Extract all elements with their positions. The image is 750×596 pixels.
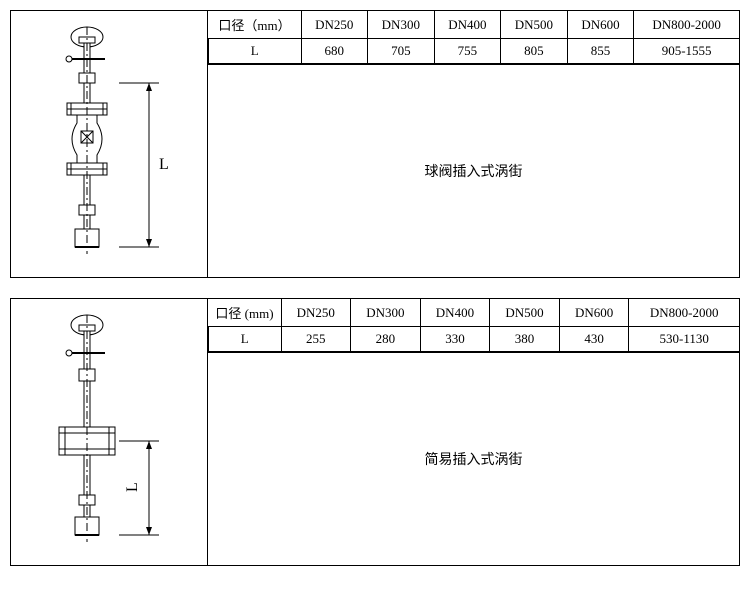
- diagram-cell-2: L: [11, 299, 208, 565]
- table-header-row: 口径 (mm) DN250 DN300 DN400 DN500 DN600 DN…: [209, 299, 740, 327]
- col-cell: DN800-2000: [634, 11, 739, 39]
- right-cell-1: 口径（mm） DN250 DN300 DN400 DN500 DN600 DN8…: [208, 11, 739, 277]
- col-cell: DN400: [434, 11, 501, 39]
- col-cell: DN400: [420, 299, 490, 327]
- col-cell: DN300: [351, 299, 421, 327]
- spec-table-2: 口径 (mm) DN250 DN300 DN400 DN500 DN600 DN…: [208, 299, 739, 352]
- row-label-cell: L: [209, 327, 282, 352]
- val-cell: 330: [420, 327, 490, 352]
- col-cell: DN600: [559, 299, 629, 327]
- dim-label-2: L: [124, 482, 141, 492]
- col-cell: DN300: [368, 11, 435, 39]
- row-label-cell: L: [209, 39, 302, 64]
- val-cell: 755: [434, 39, 501, 64]
- val-cell: 280: [351, 327, 421, 352]
- val-cell: 805: [501, 39, 568, 64]
- col-cell: DN500: [501, 11, 568, 39]
- caption-1: 球阀插入式涡街: [208, 64, 739, 277]
- col-cell: DN500: [490, 299, 560, 327]
- simple-insert-diagram: L: [29, 307, 189, 557]
- val-cell: 530-1130: [629, 327, 739, 352]
- right-cell-2: 口径 (mm) DN250 DN300 DN400 DN500 DN600 DN…: [208, 299, 739, 565]
- col-cell: DN250: [301, 11, 368, 39]
- diagram-cell-1: L: [11, 11, 208, 277]
- val-cell: 905-1555: [634, 39, 739, 64]
- section-ball-valve: L 口径（mm） DN250 DN300 DN400 DN500 DN600 D…: [10, 10, 740, 278]
- val-cell: 255: [281, 327, 351, 352]
- val-cell: 680: [301, 39, 368, 64]
- table-value-row: L 255 280 330 380 430 530-1130: [209, 327, 740, 352]
- header-label-cell: 口径 (mm): [209, 299, 282, 327]
- section-simple-insert: L 口径 (mm) DN250 DN300 DN400 DN500 DN600 …: [10, 298, 740, 566]
- table-header-row: 口径（mm） DN250 DN300 DN400 DN500 DN600 DN8…: [209, 11, 740, 39]
- val-cell: 380: [490, 327, 560, 352]
- dim-label-1: L: [159, 156, 169, 173]
- col-cell: DN600: [567, 11, 634, 39]
- caption-2: 简易插入式涡街: [208, 352, 739, 565]
- table-value-row: L 680 705 755 805 855 905-1555: [209, 39, 740, 64]
- header-label-cell: 口径（mm）: [209, 11, 302, 39]
- val-cell: 705: [368, 39, 435, 64]
- val-cell: 430: [559, 327, 629, 352]
- col-cell: DN250: [281, 299, 351, 327]
- ball-valve-diagram: L: [29, 19, 189, 269]
- col-cell: DN800-2000: [629, 299, 739, 327]
- val-cell: 855: [567, 39, 634, 64]
- spec-table-1: 口径（mm） DN250 DN300 DN400 DN500 DN600 DN8…: [208, 11, 739, 64]
